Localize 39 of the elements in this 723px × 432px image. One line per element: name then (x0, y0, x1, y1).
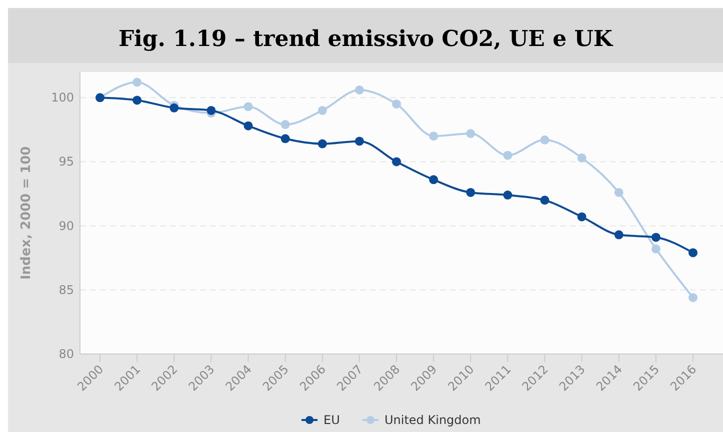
point (466, 188, 476, 197)
point (503, 150, 512, 160)
point (354, 136, 364, 146)
point (354, 85, 364, 94)
point (429, 175, 438, 184)
point (614, 230, 624, 240)
y-axis-title: Index, 2000 = 100 (19, 146, 34, 280)
point (244, 121, 253, 130)
point (503, 190, 512, 200)
point (614, 188, 624, 197)
point (318, 139, 327, 148)
point (206, 106, 216, 115)
point (688, 293, 698, 302)
y-tick-label: 90 (58, 218, 74, 233)
point (577, 153, 586, 162)
point (540, 135, 550, 144)
point (244, 102, 253, 112)
point (392, 100, 401, 109)
point (132, 96, 142, 105)
point (170, 103, 179, 112)
point (280, 120, 290, 130)
chart-title: Fig. 1.19 – trend emissivo CO2, UE e UK (118, 26, 614, 52)
point (429, 132, 438, 141)
point (132, 78, 142, 87)
point (688, 248, 698, 258)
y-tick-label: 85 (58, 282, 74, 297)
point (318, 106, 327, 115)
point (392, 157, 401, 166)
y-tick-label: 100 (51, 90, 74, 105)
point (577, 212, 586, 222)
point (540, 196, 550, 205)
y-tick-label: 80 (58, 347, 74, 361)
legend-label: EU (324, 413, 340, 427)
point (651, 244, 660, 254)
point (466, 129, 476, 138)
y-tick-label: 95 (58, 154, 74, 169)
legend-label: United Kingdom (384, 413, 481, 427)
point (280, 134, 290, 144)
point (651, 232, 660, 242)
